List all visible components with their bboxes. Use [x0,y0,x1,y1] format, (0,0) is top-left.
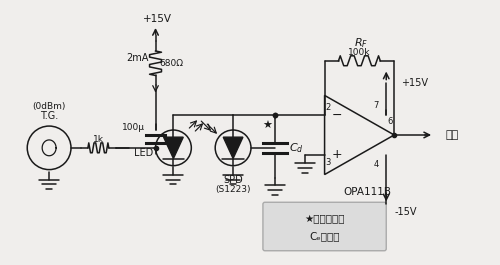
Text: -15V: -15V [395,207,417,217]
Text: OPA111B: OPA111B [344,187,392,197]
Text: ★: ★ [262,121,272,131]
Text: ★闭环特性随: ★闭环特性随 [304,214,345,224]
Text: 6: 6 [388,117,393,126]
FancyBboxPatch shape [263,202,386,251]
Text: 4: 4 [374,160,379,169]
Text: +15V: +15V [143,14,172,24]
Polygon shape [223,137,243,158]
Text: 2: 2 [325,103,330,112]
Text: 100k: 100k [348,48,370,57]
Text: +: + [164,136,172,146]
Text: $R_F$: $R_F$ [354,36,368,50]
Text: 100μ: 100μ [122,122,145,131]
Text: (S1223): (S1223) [216,185,251,194]
Text: $C_d$: $C_d$ [290,141,304,155]
Text: 输出: 输出 [445,130,458,140]
Polygon shape [164,137,184,158]
Text: 7: 7 [374,101,379,110]
Text: 1k: 1k [93,135,104,144]
Text: −: − [332,109,342,122]
Text: 2mA: 2mA [126,53,149,63]
Text: 3: 3 [325,158,330,167]
Text: Cₑ而变化: Cₑ而变化 [310,231,340,241]
Text: LED: LED [134,148,153,158]
Text: 680Ω: 680Ω [160,59,184,68]
Text: SPD: SPD [223,174,243,184]
Text: +: + [331,148,342,161]
Text: T.G.: T.G. [40,111,58,121]
Text: (0dBm): (0dBm) [32,102,66,111]
Text: +15V: +15V [400,78,427,87]
